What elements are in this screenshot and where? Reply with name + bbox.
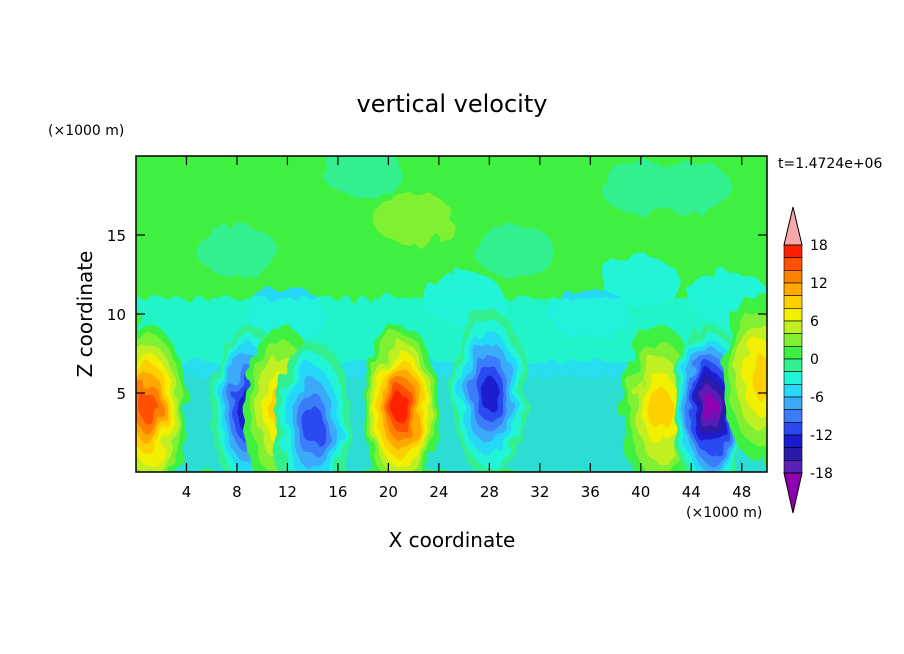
y-tick-label: 10	[107, 306, 126, 324]
colorbar-tick-label: 12	[810, 276, 828, 292]
colorbar-box	[783, 422, 803, 436]
colorbar-box	[783, 447, 803, 461]
colorbar-box	[783, 396, 803, 410]
contour-updraft	[393, 394, 409, 424]
colorbar-box	[783, 333, 803, 347]
x-unit-label: (×1000 m)	[686, 505, 762, 521]
chart-title: vertical velocity	[357, 90, 548, 118]
colorbar-box	[783, 460, 803, 474]
colorbar-box	[783, 257, 803, 271]
field-patch	[474, 224, 555, 277]
colorbar-box	[783, 270, 803, 284]
colorbar-box	[783, 371, 803, 385]
colorbar-max-arrow	[783, 206, 803, 246]
plot-area	[136, 156, 767, 472]
field-patch	[196, 224, 277, 277]
field-patch	[373, 193, 454, 246]
colorbar-box	[783, 434, 803, 448]
x-tick-label: 32	[530, 483, 549, 501]
y-tick-label: 15	[107, 227, 126, 245]
x-tick-label: 20	[379, 483, 398, 501]
colorbar-tick-label: -18	[810, 466, 833, 482]
y-axis-label: Z coordinate	[73, 251, 97, 378]
contour-downdraft	[702, 395, 718, 423]
x-tick-label: 24	[429, 483, 448, 501]
colorbar-box	[783, 295, 803, 309]
x-tick-label: 28	[480, 483, 499, 501]
x-tick-label: 44	[682, 483, 701, 501]
colorbar-tick-label: 6	[810, 314, 819, 330]
x-tick-label: 12	[278, 483, 297, 501]
field-patch	[600, 161, 681, 214]
colorbar-tick-label: 18	[810, 238, 828, 254]
y-unit-label: (×1000 m)	[48, 123, 124, 139]
colorbar-box	[783, 244, 803, 258]
colorbar-box	[783, 409, 803, 423]
colorbar: 18 12 6 0 -6 -12 -18	[783, 206, 833, 514]
field-patch	[323, 156, 404, 198]
y-tick-label: 5	[116, 385, 126, 403]
velocity-field	[136, 156, 767, 472]
contour-updraft	[648, 387, 671, 431]
time-label: t=1.4724e+06	[778, 156, 882, 172]
colorbar-box	[783, 346, 803, 360]
colorbar-box	[783, 358, 803, 372]
x-axis-label: X coordinate	[389, 528, 516, 552]
colorbar-tick-label: -12	[810, 428, 833, 444]
contour-updraft	[140, 393, 157, 425]
x-tick-label: 4	[182, 483, 192, 501]
x-tick-label: 8	[232, 483, 242, 501]
colorbar-box	[783, 384, 803, 398]
contour-downdraft	[480, 375, 499, 411]
field-patch	[600, 256, 681, 309]
colorbar-min-arrow	[783, 472, 803, 514]
field-patch	[159, 177, 240, 230]
x-axis: 4 8 12 16 20 24 28 32 36 40 44 48	[182, 156, 751, 501]
colorbar-box	[783, 320, 803, 334]
x-tick-label: 40	[631, 483, 650, 501]
contour-updraft	[749, 355, 767, 399]
colorbar-tick-label: -6	[810, 390, 824, 406]
contour-downdraft	[303, 405, 323, 444]
x-tick-label: 48	[732, 483, 751, 501]
colorbar-box	[783, 282, 803, 296]
colorbar-box	[783, 308, 803, 322]
y-axis: 5 10 15	[107, 227, 767, 403]
x-tick-label: 16	[328, 483, 347, 501]
colorbar-tick-label: 0	[810, 352, 819, 368]
x-tick-label: 36	[581, 483, 600, 501]
